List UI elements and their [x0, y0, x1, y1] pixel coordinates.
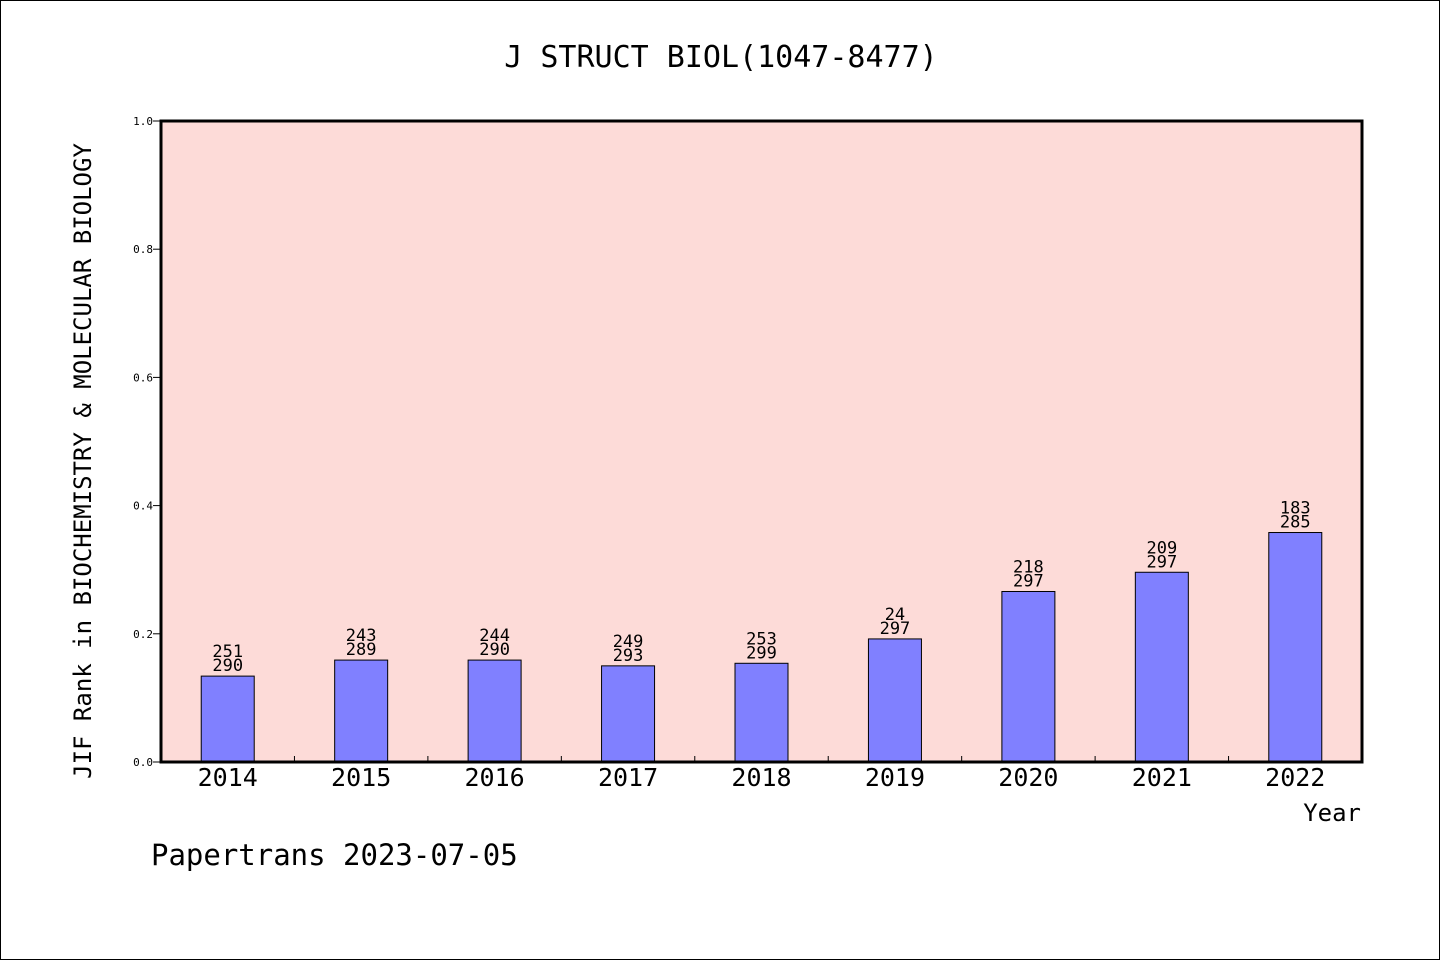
bar-label-top: 251: [212, 642, 243, 662]
bar-label-bottom: 290: [479, 640, 510, 660]
y-tick-label: 0.2: [133, 628, 153, 641]
bar-2017: [601, 665, 656, 763]
bar-label-top: 209: [1146, 538, 1177, 558]
x-tick-label: 2014: [198, 763, 258, 792]
bar-label-bottom: 289: [346, 640, 377, 660]
bar-label-top: 183: [1280, 499, 1311, 519]
bar-label-bottom: 297: [880, 619, 911, 639]
y-tick-label: 0.0: [133, 756, 153, 769]
bar-2020: [1001, 590, 1056, 763]
bar-2015: [334, 659, 389, 763]
y-axis-label: JIF Rank in BIOCHEMISTRY & MOLECULAR BIO…: [69, 143, 97, 779]
bar-label-bottom: 293: [613, 646, 644, 666]
bar-label-top: 218: [1013, 557, 1044, 577]
x-tick-label: 2019: [865, 763, 925, 792]
footer-credit: Papertrans 2023-07-05: [151, 838, 518, 872]
y-tick-label: 1.0: [133, 115, 153, 128]
bar-label-bottom: 297: [1146, 552, 1177, 572]
y-tick-label: 0.4: [133, 500, 153, 513]
bar-label-top: 243: [346, 626, 377, 646]
bar-label-bottom: 297: [1013, 571, 1044, 591]
y-tick-label: 0.8: [133, 243, 153, 256]
bar-label-top: 253: [746, 629, 777, 649]
x-tick-label: 2022: [1265, 763, 1325, 792]
x-tick-label: 2020: [998, 763, 1058, 792]
x-tick-label: 2015: [331, 763, 391, 792]
x-tick-label: 2021: [1132, 763, 1192, 792]
bar-label-bottom: 290: [212, 656, 243, 676]
bar-2018: [734, 662, 789, 763]
bar-label-top: 24: [885, 605, 905, 625]
x-tick-label: 2017: [598, 763, 658, 792]
bar-2022: [1268, 532, 1323, 763]
x-tick-label: 2016: [465, 763, 525, 792]
x-tick-label: 2018: [731, 763, 791, 792]
bar-label-top: 249: [613, 632, 644, 652]
bar-label-top: 244: [479, 626, 510, 646]
x-axis-label: Year: [1303, 799, 1361, 827]
chart-title: J STRUCT BIOL(1047-8477): [504, 40, 937, 75]
bar-label-bottom: 285: [1280, 513, 1311, 533]
bar-2016: [467, 659, 522, 763]
plot-border: [159, 119, 1364, 764]
bar-2019: [867, 638, 922, 763]
plot-area: 0.00.20.40.60.81.02512902014243289201524…: [133, 115, 1364, 792]
bar-2014: [200, 675, 255, 763]
bar-2021: [1134, 571, 1189, 763]
bar-label-bottom: 299: [746, 643, 777, 663]
y-tick-label: 0.6: [133, 371, 153, 384]
